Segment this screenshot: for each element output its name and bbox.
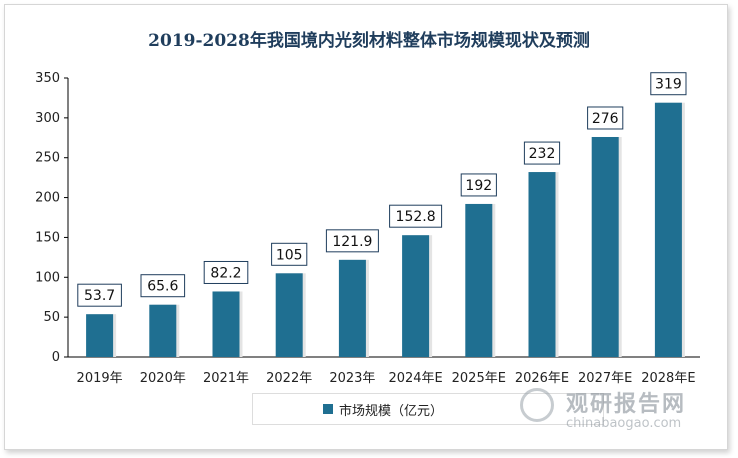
bar bbox=[338, 259, 366, 357]
x-tick-label: 2027年E bbox=[578, 371, 632, 386]
data-label: 232 bbox=[529, 146, 556, 162]
data-label-box bbox=[650, 72, 687, 96]
data-label: 276 bbox=[592, 111, 619, 127]
data-label: 192 bbox=[465, 178, 492, 194]
bar bbox=[402, 235, 430, 357]
data-label-box bbox=[523, 141, 561, 165]
data-label: 121.9 bbox=[332, 234, 372, 250]
data-label: 82.2 bbox=[210, 265, 241, 281]
data-label-box bbox=[203, 260, 249, 284]
data-label-box bbox=[271, 242, 308, 266]
x-tick-label: 2025年E bbox=[452, 371, 506, 386]
bar bbox=[591, 136, 619, 357]
data-label-box bbox=[140, 274, 186, 298]
x-tick-label: 2019年 bbox=[77, 371, 123, 386]
x-tick-label: 2020年 bbox=[140, 371, 186, 386]
chart-title: 2019-2028年我国境内光刻材料整体市场规模现状及预测 bbox=[148, 31, 590, 51]
bar bbox=[528, 172, 556, 357]
bar bbox=[465, 203, 493, 357]
y-tick-label: 300 bbox=[35, 111, 60, 126]
y-tick-label: 0 bbox=[52, 350, 60, 365]
chinabaogao-logo-icon bbox=[520, 388, 554, 422]
data-label-box bbox=[325, 229, 379, 253]
x-tick-label: 2026年E bbox=[515, 371, 569, 386]
bar bbox=[275, 273, 303, 357]
x-tick-label: 2024年E bbox=[388, 371, 442, 386]
watermark: 观研报告网 chinabaogao.com bbox=[520, 386, 720, 436]
y-tick-label: 350 bbox=[35, 71, 60, 86]
x-tick-label: 2022年 bbox=[266, 371, 312, 386]
y-tick-label: 200 bbox=[35, 191, 60, 206]
y-tick-label: 150 bbox=[35, 230, 60, 245]
data-label: 105 bbox=[276, 247, 303, 263]
watermark-en: chinabaogao.com bbox=[566, 416, 682, 431]
data-label-box bbox=[587, 106, 624, 130]
y-tick-label: 100 bbox=[35, 270, 60, 285]
data-label: 65.6 bbox=[147, 279, 178, 295]
data-label: 152.8 bbox=[396, 209, 436, 225]
legend-swatch bbox=[323, 404, 333, 414]
watermark-cn: 观研报告网 bbox=[566, 392, 687, 417]
y-tick-label: 50 bbox=[43, 310, 60, 325]
bar bbox=[86, 314, 114, 357]
bar bbox=[654, 102, 682, 357]
x-tick-label: 2023年 bbox=[329, 371, 375, 386]
x-tick-label: 2028年E bbox=[641, 371, 695, 386]
x-tick-label: 2021年 bbox=[203, 371, 249, 386]
y-tick-label: 250 bbox=[35, 151, 60, 166]
bar bbox=[149, 304, 177, 357]
bar bbox=[212, 291, 240, 357]
data-label: 53.7 bbox=[84, 288, 115, 304]
legend-label: 市场规模（亿元） bbox=[339, 403, 444, 419]
data-label: 319 bbox=[655, 77, 682, 93]
data-label-box bbox=[389, 204, 443, 228]
data-label-box bbox=[460, 173, 497, 197]
data-label-box bbox=[77, 283, 122, 307]
